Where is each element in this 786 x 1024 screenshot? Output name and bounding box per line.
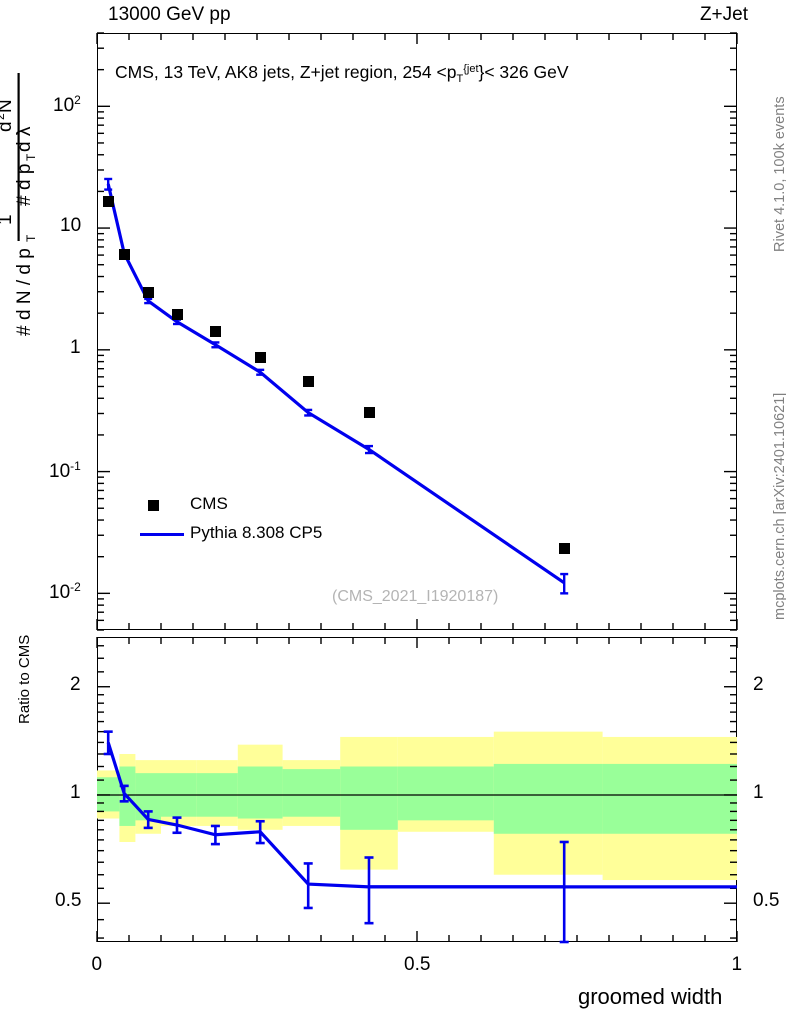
y-tick-label-ratio-left: 2 [70,673,81,695]
svg-text:T: T [24,234,38,242]
data-point-marker [142,287,154,299]
y-tick-label-main: 10 [60,215,82,237]
svg-text:d: d [0,121,16,132]
svg-text:d p: d p [14,164,35,190]
plot-title-suffix: }< 326 GeV [478,62,569,82]
main-plot-panel [97,33,737,630]
ratio-band-inner [397,766,494,821]
y-axis-label-graphic: # d N / d p T 1 # d p T d λ d 2 N [0,73,38,336]
y-tick-label-main: 10-1 [49,458,81,482]
ratio-band-inner [282,769,341,817]
x-axis-label: groomed width [578,984,723,1009]
plot-title-sub: T [456,72,464,85]
y-tick-label-ratio-right: 1 [753,781,764,803]
x-tick-label: 0 [91,954,103,975]
legend-marker-square-icon [148,500,159,511]
data-point-marker [118,248,130,260]
plot-title-sup: {jet [463,62,479,75]
x-tick-label: 1 [731,954,743,975]
y-tick-label-main: 1 [70,336,81,358]
x-tick-label: 0.5 [404,954,431,975]
svg-text:#: # [14,195,35,206]
y-axis-label-main: # d N / d p T 1 # d p T d λ d 2 N [0,40,43,340]
ratio-band-inner [493,763,603,834]
ratio-band-inner [340,766,398,830]
data-point-marker [171,309,183,320]
svg-text:#: # [14,325,35,336]
svg-text:N: N [0,99,16,113]
svg-text:1: 1 [0,214,16,225]
y-tick-label-ratio-left: 0.5 [55,890,82,912]
mc-curve-main [106,183,566,585]
data-point-marker [254,352,266,364]
legend-label-data: CMS [190,494,228,513]
plot-title: CMS, 13 TeV, AK8 jets, Z+jet region, 254… [115,62,569,85]
y-tick-label-main: 10-2 [49,580,81,604]
y-tick-label-ratio-right: 2 [753,673,764,695]
svg-text:T: T [24,153,38,161]
y-tick-label-ratio-left: 1 [70,781,81,803]
y-tick-label-ratio-right: 0.5 [753,890,780,912]
svg-text:2: 2 [0,113,7,120]
data-point-marker [363,407,375,419]
legend-marker-line-icon [140,533,184,537]
plot-title-prefix: CMS, 13 TeV, AK8 jets, Z+jet region, 254… [115,62,457,82]
svg-text:d N / d p: d N / d p [14,248,35,320]
legend-label-mc: Pythia 8.308 CP5 [190,523,323,542]
svg-text:d λ: d λ [14,126,35,152]
header-process-label: Z+Jet [699,4,748,25]
ratio-band-inner [237,766,283,819]
data-point-marker [302,376,314,388]
y-tick-label-main: 102 [53,93,81,117]
header-beam-label: 13000 GeV pp [108,4,231,25]
data-point-marker [102,196,114,208]
analysis-id-watermark: (CMS_2021_I1920187) [332,588,499,605]
ratio-band-inner [602,763,737,834]
data-point-marker [558,542,570,554]
data-point-marker [209,325,221,337]
